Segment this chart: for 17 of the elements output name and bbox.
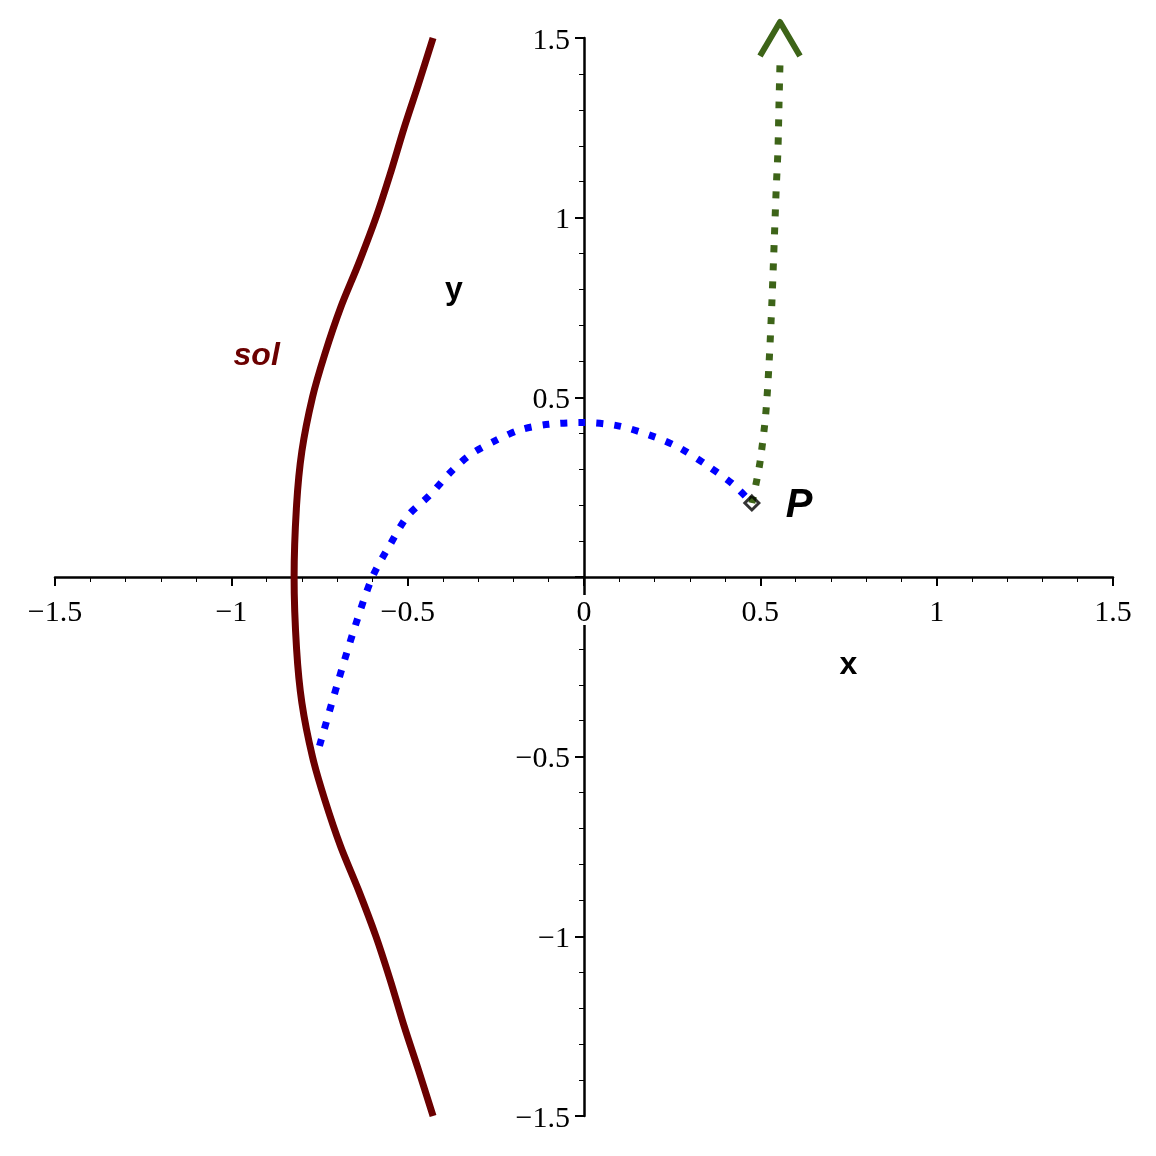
- y-tick-label: −0.5: [515, 740, 570, 774]
- y-tick-label: −1.5: [515, 1099, 570, 1133]
- y-axis-title: y: [445, 269, 464, 306]
- y-tick-label: −1: [538, 919, 570, 953]
- x-tick-label: −0.5: [380, 593, 435, 627]
- y-tick-label: 1.5: [532, 21, 570, 55]
- x-tick-label: 0.5: [741, 593, 780, 627]
- y-tick-label: 0.5: [532, 380, 570, 414]
- x-axis-title: x: [839, 645, 858, 681]
- x-tick-label: −1.5: [27, 593, 83, 627]
- x-tick-label: 1: [929, 593, 945, 627]
- annotation: P: [785, 480, 813, 525]
- x-tick-label: 0: [576, 593, 592, 627]
- y-tick-label: 1: [555, 201, 570, 235]
- series-label: sol: [233, 336, 281, 373]
- x-tick-label: −1: [215, 593, 248, 627]
- x-tick-label: 1.5: [1094, 593, 1132, 627]
